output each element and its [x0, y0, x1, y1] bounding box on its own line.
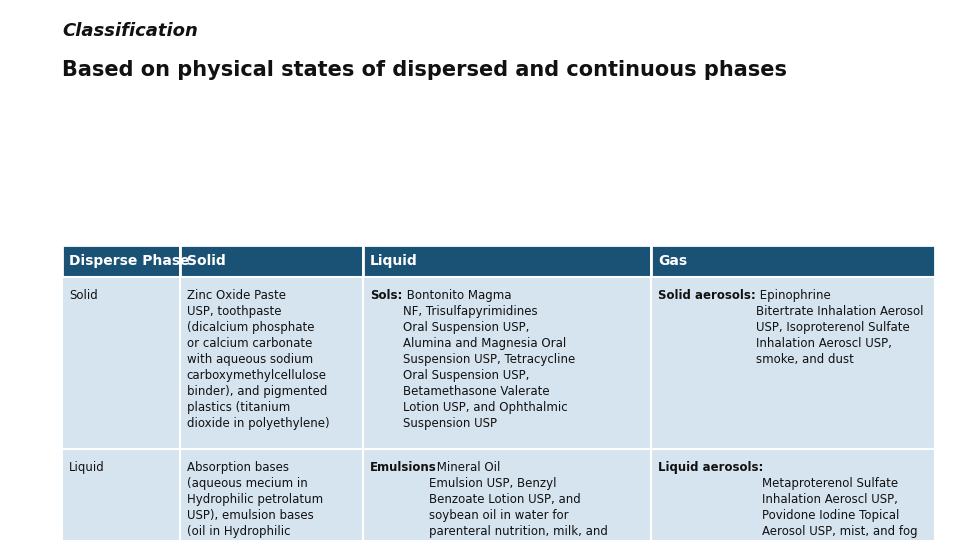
Text: Liquid: Liquid — [371, 254, 418, 268]
Bar — [180, 449, 363, 540]
Text: Liquid: Liquid — [69, 461, 105, 474]
Text: Gas: Gas — [659, 254, 687, 268]
Bar — [651, 449, 935, 540]
Text: Emulsions: Emulsions — [371, 461, 437, 474]
Text: Absorption bases
(aqueous mecium in
Hydrophilic petrolatum
USP), emulsion bases
: Absorption bases (aqueous mecium in Hydr… — [187, 461, 323, 540]
Text: Solid: Solid — [69, 289, 98, 302]
Text: Epinophrine
Bitertrate Inhalation Aerosol
USP, Isoproterenol Sulfate
Inhalation : Epinophrine Bitertrate Inhalation Aeroso… — [756, 289, 924, 366]
Text: Bontonito Magma
NF, Trisulfapyrimidines
Oral Suspension USP,
Alumina and Magnesi: Bontonito Magma NF, Trisulfapyrimidines … — [402, 289, 575, 430]
Text: Solid aerosols:: Solid aerosols: — [659, 289, 756, 302]
Bar — [62, 449, 180, 540]
Bar — [363, 245, 651, 277]
Text: Solid: Solid — [187, 254, 226, 268]
Bar — [651, 245, 935, 277]
Bar — [651, 277, 935, 449]
Text: Sols:: Sols: — [371, 289, 402, 302]
Text: Disperse Phase: Disperse Phase — [69, 254, 190, 268]
Bar — [180, 277, 363, 449]
Text: : Mineral Oil
Emulsion USP, Benzyl
Benzoate Lotion USP, and
soybean oil in water: : Mineral Oil Emulsion USP, Benzyl Benzo… — [428, 461, 608, 540]
Bar — [62, 245, 180, 277]
Text: Classification: Classification — [62, 22, 198, 40]
Bar — [363, 277, 651, 449]
Bar — [363, 449, 651, 540]
Text: Metaproterenol Sulfate
Inhalation Aeroscl USP,
Povidone Iodine Topical
Aerosol U: Metaproterenol Sulfate Inhalation Aerosc… — [762, 461, 918, 538]
Text: Based on physical states of dispersed and continuous phases: Based on physical states of dispersed an… — [62, 60, 787, 80]
Bar — [180, 245, 363, 277]
Text: Zinc Oxide Paste
USP, toothpaste
(dicalcium phosphate
or calcium carbonate
with : Zinc Oxide Paste USP, toothpaste (dicalc… — [187, 289, 329, 430]
Text: Liquid aerosols:: Liquid aerosols: — [659, 461, 763, 474]
Bar — [62, 277, 180, 449]
